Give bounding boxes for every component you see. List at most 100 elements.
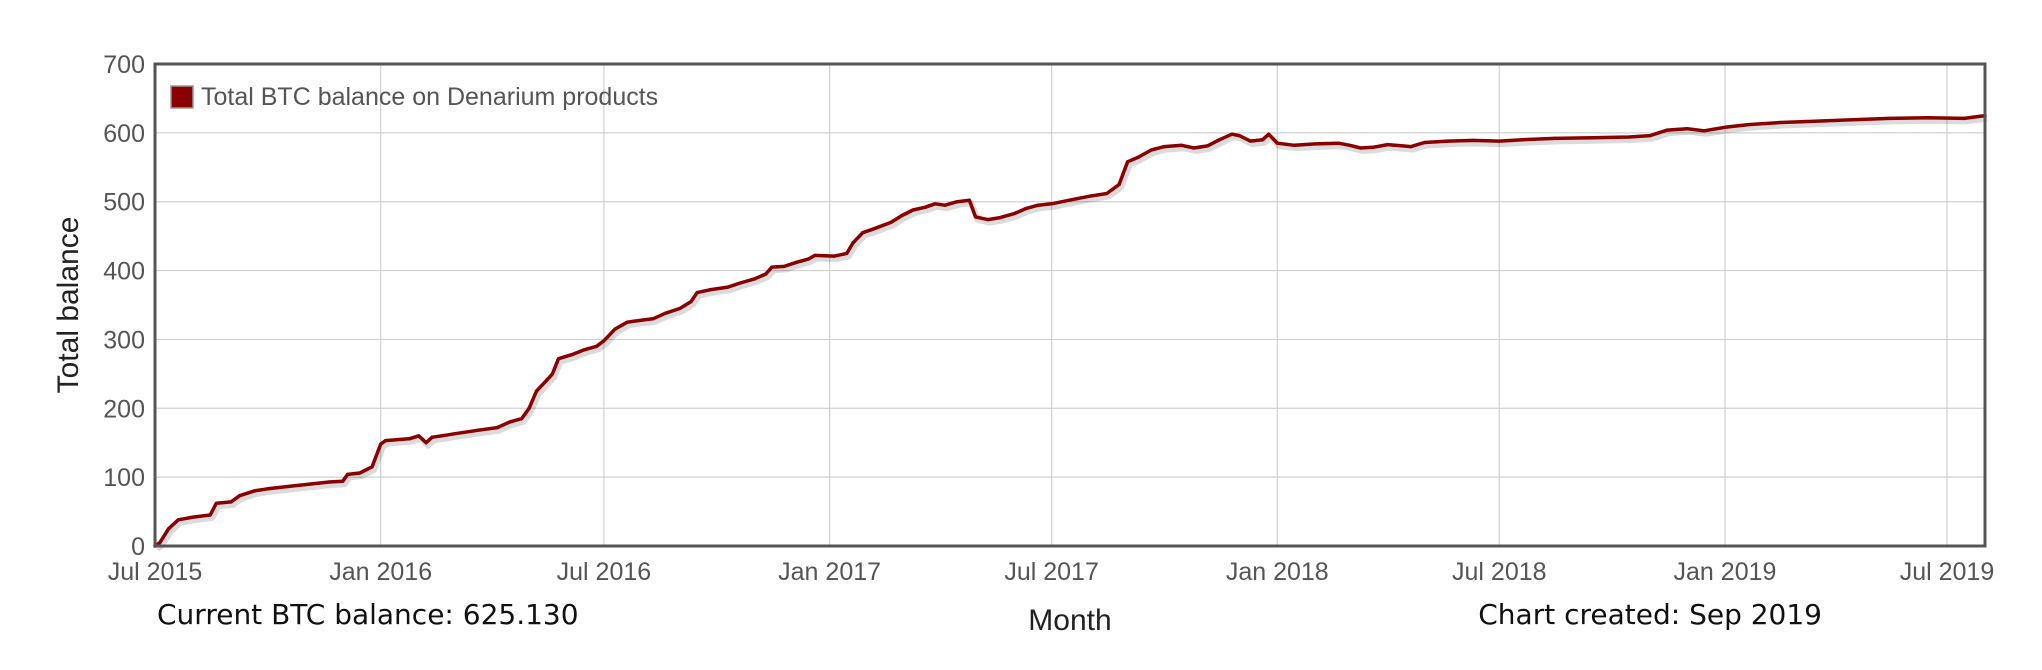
data-point	[1409, 145, 1413, 149]
data-point	[452, 432, 456, 436]
data-point	[527, 406, 531, 410]
data-point	[1013, 211, 1017, 215]
data-point	[1348, 143, 1352, 147]
data-point	[370, 465, 374, 469]
data-point	[1723, 125, 1727, 129]
data-point	[158, 541, 162, 545]
x-tick-label: Jul 2018	[1452, 558, 1547, 586]
data-point	[266, 487, 270, 491]
data-point	[1446, 139, 1450, 143]
data-point	[870, 227, 875, 231]
data-point	[974, 215, 978, 219]
data-point	[544, 379, 548, 383]
data-point	[782, 264, 786, 268]
data-point	[832, 254, 837, 258]
data-point	[1665, 128, 1669, 132]
data-point	[1036, 203, 1040, 207]
data-point	[191, 515, 195, 519]
data-point	[1205, 144, 1209, 148]
x-tick-label: Jul 2015	[108, 558, 203, 586]
data-point	[1248, 139, 1252, 143]
data-point	[327, 480, 331, 484]
data-point	[1702, 129, 1706, 133]
data-point	[208, 513, 212, 517]
data-point	[1067, 198, 1071, 202]
data-point	[764, 272, 768, 276]
data-point	[1521, 138, 1525, 142]
y-tick-label: 300	[103, 326, 145, 354]
data-point	[1267, 132, 1271, 136]
data-point	[861, 231, 865, 235]
data-point	[289, 484, 293, 488]
series-line[interactable]	[153, 113, 1987, 548]
x-tick-label: Jul 2016	[557, 558, 652, 586]
data-point	[753, 277, 757, 281]
data-point	[889, 220, 893, 224]
x-tick-label: Jan 2018	[1226, 558, 1329, 586]
x-tick-label: Jul 2017	[1004, 558, 1099, 586]
data-point	[582, 348, 586, 352]
data-point	[663, 311, 667, 315]
data-point	[1371, 145, 1375, 149]
data-point	[595, 344, 599, 348]
data-point	[1024, 207, 1028, 211]
data-point	[1552, 136, 1557, 140]
data-point	[1162, 145, 1166, 149]
data-point	[424, 441, 428, 445]
data-point	[900, 213, 904, 218]
data-point	[1137, 155, 1141, 159]
data-point	[933, 202, 937, 206]
data-point	[1180, 143, 1184, 147]
plot-area	[155, 64, 1985, 546]
chart-created-label: Chart created: Sep 2019	[1478, 598, 1822, 631]
data-point	[845, 251, 849, 255]
data-point	[1778, 120, 1782, 125]
data-point	[1237, 134, 1241, 138]
data-point	[238, 494, 242, 498]
y-axis-ticks: 0 100 200 300 400 500 600 700	[103, 51, 145, 561]
y-tick-label: 200	[103, 395, 145, 423]
data-point	[1230, 132, 1234, 136]
data-point	[1497, 139, 1501, 143]
data-point	[495, 426, 499, 430]
data-point	[1359, 146, 1363, 150]
data-point	[1746, 123, 1750, 127]
data-point	[430, 435, 434, 439]
x-axis-title: Month	[1028, 604, 1112, 637]
data-point	[1590, 136, 1595, 140]
data-point	[602, 339, 606, 343]
data-point	[1261, 138, 1265, 142]
x-axis-ticks: Jul 2015 Jan 2016 Jul 2016 Jan 2017 Jul 2017…	[108, 558, 1995, 586]
y-tick-label: 0	[131, 533, 145, 561]
data-point	[550, 372, 555, 376]
y-tick-label: 600	[103, 120, 145, 148]
data-point	[417, 434, 421, 438]
data-point	[1685, 127, 1689, 131]
data-point	[813, 253, 817, 257]
data-point	[1627, 135, 1631, 139]
y-tick-label: 400	[103, 258, 145, 286]
legend[interactable]: Total BTC balance on Denarium products	[170, 83, 658, 111]
data-point	[678, 306, 682, 310]
data-point	[358, 471, 362, 475]
data-point	[1105, 191, 1109, 196]
data-point	[341, 479, 345, 483]
data-point	[923, 205, 927, 209]
legend-label: Total BTC balance on Denarium products	[201, 83, 658, 111]
series-line-shadow	[155, 115, 1988, 552]
legend-swatch	[170, 85, 194, 109]
data-point	[229, 500, 233, 504]
data-point	[252, 489, 256, 493]
data-point	[1088, 194, 1092, 198]
y-axis-title: Total balance	[52, 217, 85, 394]
data-point	[640, 318, 644, 322]
data-point	[408, 437, 412, 441]
data-point	[695, 291, 699, 295]
x-tick-label: Jul 2019	[1900, 558, 1995, 586]
data-point	[346, 472, 350, 476]
data-point	[570, 353, 574, 357]
data-point	[911, 208, 915, 212]
data-point	[794, 260, 799, 264]
plot-border	[153, 62, 1987, 548]
